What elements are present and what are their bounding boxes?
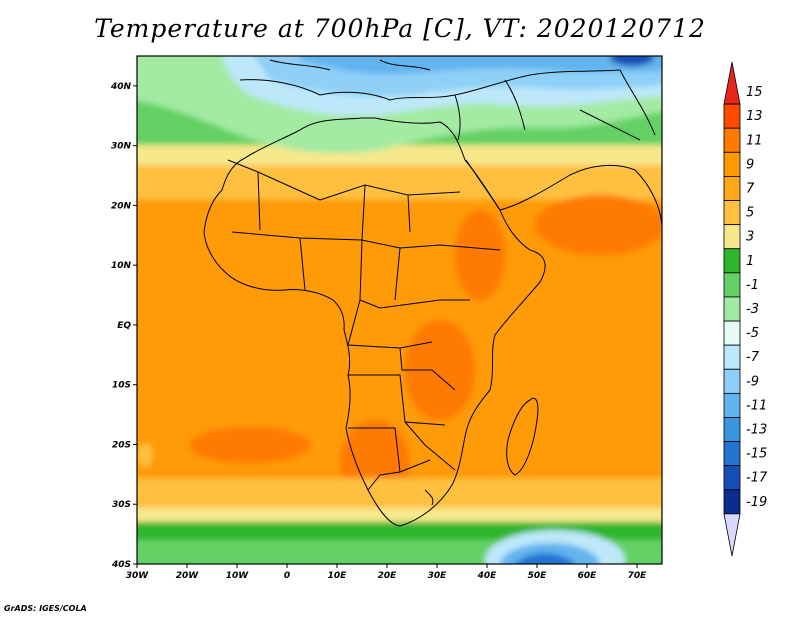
y-tick-label: 40N	[110, 82, 132, 92]
x-tick-label: 20W	[176, 571, 200, 581]
x-tick-label: 30W	[126, 571, 150, 581]
colorbar-swatch	[723, 296, 741, 322]
y-tick-label: 40S	[111, 560, 131, 570]
colorbar-swatch	[723, 61, 741, 105]
y-tick-label: EQ	[117, 321, 131, 331]
colorbar-label: -15	[746, 447, 767, 462]
colorbar-label: -1	[746, 278, 759, 293]
colorbar-label: -3	[746, 302, 759, 317]
colorbar-swatch	[723, 513, 741, 557]
colorbar-swatch	[723, 392, 741, 418]
colorbar-swatch	[723, 248, 741, 274]
map-frame	[136, 55, 663, 565]
colorbar-label: 3	[746, 230, 754, 245]
colorbar: 15 13 11 9 7 5 3 1 -1 -3 -5 -7 -9 -11 -13 -15 -17 -19	[723, 61, 768, 557]
colorbar-swatch	[723, 417, 741, 442]
colorbar-swatch	[723, 272, 741, 298]
colorbar-swatch	[723, 224, 741, 250]
x-tick-label: 50E	[528, 571, 548, 581]
colorbar-label: -17	[746, 471, 768, 486]
colorbar-swatch	[723, 151, 741, 177]
temperature-field	[137, 56, 662, 564]
colorbar-swatch	[723, 465, 741, 491]
colorbar-swatch	[723, 103, 741, 129]
x-tick-label: 0	[284, 571, 290, 581]
colorbar-label: 13	[746, 109, 763, 124]
y-tick-label: 30N	[111, 142, 132, 152]
x-tick-label: 60E	[578, 571, 598, 581]
y-tick-label: 10S	[112, 381, 131, 391]
y-tick-label: 20S	[112, 440, 131, 450]
colorbar-label: -5	[746, 326, 759, 341]
longitude-axis: 30W 20W 10W 0 10E 20E 30E 40E 50E 60E 70E	[126, 564, 647, 581]
colorbar-swatch	[723, 127, 741, 153]
credit-text: GrADS: IGES/COLA	[4, 604, 87, 613]
colorbar-label: 15	[746, 85, 763, 100]
colorbar-swatch	[723, 176, 741, 201]
colorbar-label: 1	[746, 254, 754, 269]
colorbar-label: -7	[746, 350, 760, 365]
colorbar-label: 11	[746, 133, 763, 148]
coastline	[203, 59, 662, 527]
colorbar-swatch	[723, 489, 741, 515]
colorbar-swatch	[723, 344, 741, 370]
y-tick-label: 30S	[112, 500, 131, 510]
colorbar-label: -19	[746, 495, 767, 510]
colorbar-label: 7	[746, 181, 755, 196]
latitude-axis: 40N 30N 20N 10N EQ 10S 20S 30S 40S	[110, 82, 137, 570]
y-tick-label: 10N	[111, 261, 132, 271]
x-tick-label: 10W	[226, 571, 250, 581]
x-tick-label: 70E	[628, 571, 648, 581]
colorbar-swatch	[723, 368, 741, 394]
colorbar-label: -13	[746, 423, 767, 438]
colorbar-label: 5	[746, 206, 754, 221]
y-tick-label: 20N	[111, 201, 132, 211]
x-tick-label: 40E	[477, 571, 498, 581]
colorbar-label: -11	[746, 398, 767, 413]
colorbar-label: 9	[746, 157, 754, 172]
x-tick-label: 10E	[328, 571, 348, 581]
colorbar-swatch	[723, 200, 741, 226]
chart-title: Temperature at 700hPa [C], VT: 202012071…	[94, 14, 706, 43]
x-tick-label: 20E	[378, 571, 398, 581]
x-tick-label: 30E	[428, 571, 448, 581]
colorbar-swatch	[723, 320, 741, 346]
colorbar-label: -9	[746, 374, 759, 389]
colorbar-swatch	[723, 441, 741, 467]
